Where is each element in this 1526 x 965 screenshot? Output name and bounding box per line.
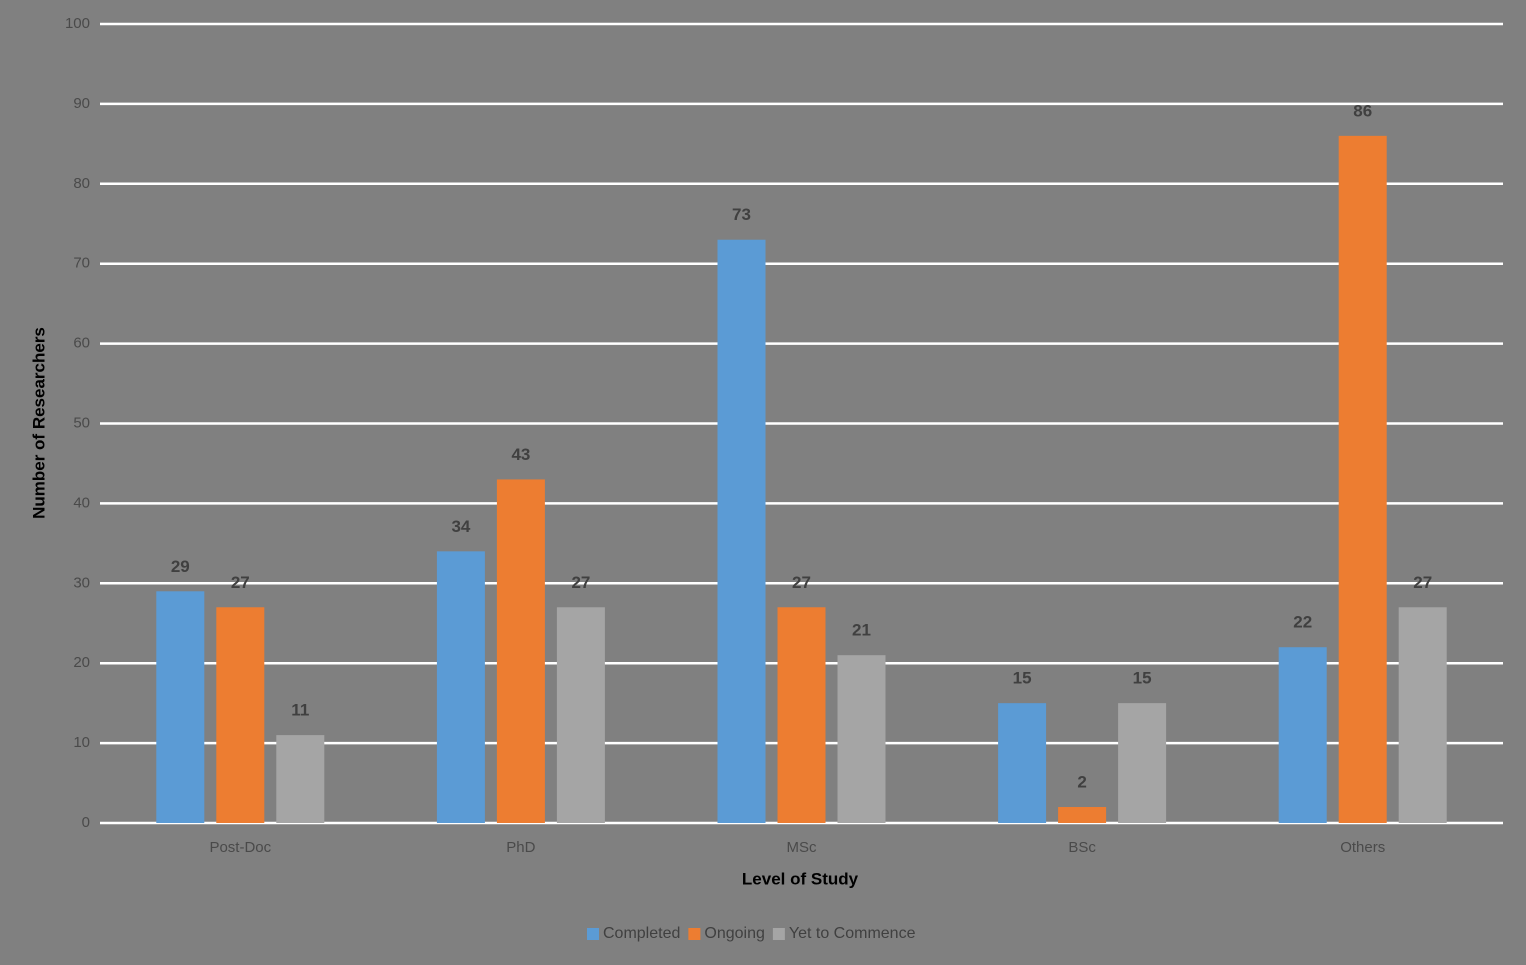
bar xyxy=(777,607,826,823)
value-label: 43 xyxy=(511,445,530,464)
bar xyxy=(216,607,265,823)
value-label: 73 xyxy=(732,205,751,224)
bar xyxy=(1338,135,1387,824)
bar xyxy=(496,479,545,823)
bar xyxy=(998,703,1047,823)
value-label: 22 xyxy=(1293,613,1312,632)
bar xyxy=(1278,647,1327,823)
value-label: 34 xyxy=(451,517,470,536)
legend-label: Ongoing xyxy=(704,925,765,942)
x-tick-label: Post-Doc xyxy=(209,839,271,856)
y-tick-label: 40 xyxy=(73,494,90,511)
legend-label: Completed xyxy=(603,925,680,942)
legend-swatch xyxy=(587,928,599,940)
bar xyxy=(1118,703,1167,823)
y-tick-label: 80 xyxy=(73,175,90,192)
value-label: 15 xyxy=(1013,669,1032,688)
bar xyxy=(717,239,766,824)
value-label: 27 xyxy=(231,573,250,592)
bar xyxy=(837,655,886,823)
x-tick-label: PhD xyxy=(506,839,535,856)
y-tick-label: 10 xyxy=(73,734,90,751)
value-label: 2 xyxy=(1077,773,1086,792)
x-tick-label: BSc xyxy=(1068,839,1096,856)
y-tick-label: 0 xyxy=(82,814,90,831)
bar xyxy=(156,591,205,823)
x-tick-label: Others xyxy=(1340,839,1385,856)
x-axis-title: Level of Study xyxy=(742,869,859,888)
y-tick-label: 60 xyxy=(73,335,90,352)
y-tick-label: 50 xyxy=(73,414,90,431)
bar xyxy=(1398,607,1447,823)
value-label: 27 xyxy=(571,573,590,592)
y-tick-label: 20 xyxy=(73,654,90,671)
value-label: 29 xyxy=(171,557,190,576)
bar xyxy=(436,551,485,823)
y-axis-title: Number of Researchers xyxy=(29,327,48,519)
legend-swatch xyxy=(688,928,701,940)
bar xyxy=(1058,807,1107,823)
x-tick-label: MSc xyxy=(787,839,818,856)
y-tick-label: 100 xyxy=(65,15,90,32)
bar xyxy=(276,735,325,823)
value-label: 21 xyxy=(852,621,871,640)
value-label: 11 xyxy=(291,701,309,720)
value-label: 86 xyxy=(1353,101,1372,120)
bar xyxy=(556,607,605,823)
value-label: 27 xyxy=(1413,573,1432,592)
value-label: 27 xyxy=(792,573,811,592)
y-tick-label: 90 xyxy=(73,95,90,112)
value-label: 15 xyxy=(1133,669,1152,688)
y-tick-label: 30 xyxy=(73,574,90,591)
y-tick-label: 70 xyxy=(73,255,90,272)
legend-label: Yet to Commence xyxy=(789,925,916,942)
legend-swatch xyxy=(772,928,785,940)
